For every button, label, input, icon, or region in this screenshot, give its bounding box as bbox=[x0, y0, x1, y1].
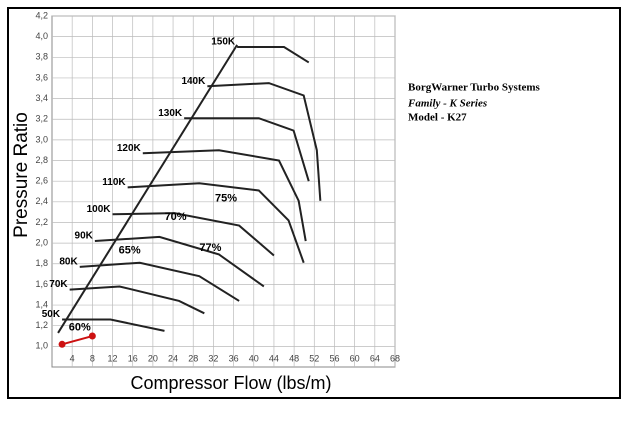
y-tick-label: 1,8 bbox=[35, 258, 48, 268]
y-tick-label: 3,0 bbox=[35, 134, 48, 144]
x-tick-label: 40 bbox=[249, 353, 259, 363]
series-line bbox=[127, 182, 305, 264]
y-tick-label: 1,0 bbox=[35, 341, 48, 351]
info-line: Family - K Series bbox=[407, 98, 487, 110]
speed-label: 110K bbox=[102, 177, 126, 188]
speed-label: 50K bbox=[42, 309, 61, 320]
series-line bbox=[94, 235, 265, 288]
x-tick-label: 4 bbox=[70, 353, 75, 363]
series-line bbox=[69, 285, 205, 315]
series-line bbox=[57, 44, 238, 334]
x-tick-label: 44 bbox=[269, 353, 279, 363]
x-axis-title: Compressor Flow (lbs/m) bbox=[130, 373, 331, 393]
y-tick-label: 1,2 bbox=[35, 320, 48, 330]
y-tick-label: 2,4 bbox=[35, 196, 48, 206]
efficiency-label: 75% bbox=[215, 193, 237, 205]
x-tick-label: 28 bbox=[188, 353, 198, 363]
x-tick-label: 8 bbox=[90, 353, 95, 363]
x-tick-label: 48 bbox=[289, 353, 299, 363]
x-tick-label: 68 bbox=[390, 353, 400, 363]
series-line bbox=[142, 149, 307, 242]
efficiency-label: 77% bbox=[199, 242, 221, 254]
x-tick-label: 64 bbox=[370, 353, 380, 363]
y-tick-label: 4,0 bbox=[35, 31, 48, 41]
efficiency-label: 65% bbox=[119, 244, 141, 256]
y-tick-label: 3,6 bbox=[35, 72, 48, 82]
series-line bbox=[237, 45, 310, 64]
point bbox=[88, 332, 96, 340]
speed-label: 80K bbox=[59, 257, 78, 268]
y-tick-label: 4,2 bbox=[35, 10, 48, 20]
series-line bbox=[79, 261, 240, 302]
efficiency-label: 60% bbox=[69, 322, 91, 334]
x-tick-label: 52 bbox=[309, 353, 319, 363]
info-line: Model - K27 bbox=[408, 112, 467, 124]
series-line bbox=[61, 335, 93, 346]
x-tick-label: 24 bbox=[168, 353, 178, 363]
speed-label: 140K bbox=[181, 76, 206, 87]
series-line bbox=[184, 117, 310, 182]
series-line bbox=[112, 212, 275, 257]
info-line: BorgWarner Turbo Systems bbox=[408, 82, 541, 94]
speed-label: 150K bbox=[211, 37, 236, 48]
y-tick-label: 2,8 bbox=[35, 155, 48, 165]
y-axis-title: Pressure Ratio bbox=[11, 112, 32, 238]
speed-label: 100K bbox=[87, 204, 112, 215]
x-tick-label: 60 bbox=[350, 353, 360, 363]
x-tick-label: 20 bbox=[148, 353, 158, 363]
x-tick-label: 56 bbox=[329, 353, 339, 363]
y-tick-label: 2,6 bbox=[35, 176, 48, 186]
y-tick-label: 3,8 bbox=[35, 52, 48, 62]
plot-area bbox=[51, 15, 396, 368]
series-line bbox=[207, 82, 322, 201]
speed-label: 120K bbox=[117, 143, 142, 154]
speed-label: 70K bbox=[49, 279, 68, 290]
x-tick-label: 16 bbox=[128, 353, 138, 363]
x-tick-label: 36 bbox=[229, 353, 239, 363]
series-line bbox=[62, 318, 165, 332]
y-tick-label: 3,2 bbox=[35, 114, 48, 124]
efficiency-label: 70% bbox=[165, 211, 187, 223]
y-tick-label: 3,4 bbox=[35, 93, 48, 103]
speed-label: 130K bbox=[158, 108, 183, 119]
y-tick-label: 1,4 bbox=[35, 299, 48, 309]
y-tick-label: 1,6 bbox=[35, 279, 48, 289]
y-tick-label: 2,0 bbox=[35, 237, 48, 247]
x-tick-label: 32 bbox=[208, 353, 218, 363]
speed-label: 90K bbox=[75, 231, 94, 242]
y-tick-label: 2,2 bbox=[35, 217, 48, 227]
x-tick-label: 12 bbox=[108, 353, 118, 363]
point bbox=[58, 340, 66, 348]
